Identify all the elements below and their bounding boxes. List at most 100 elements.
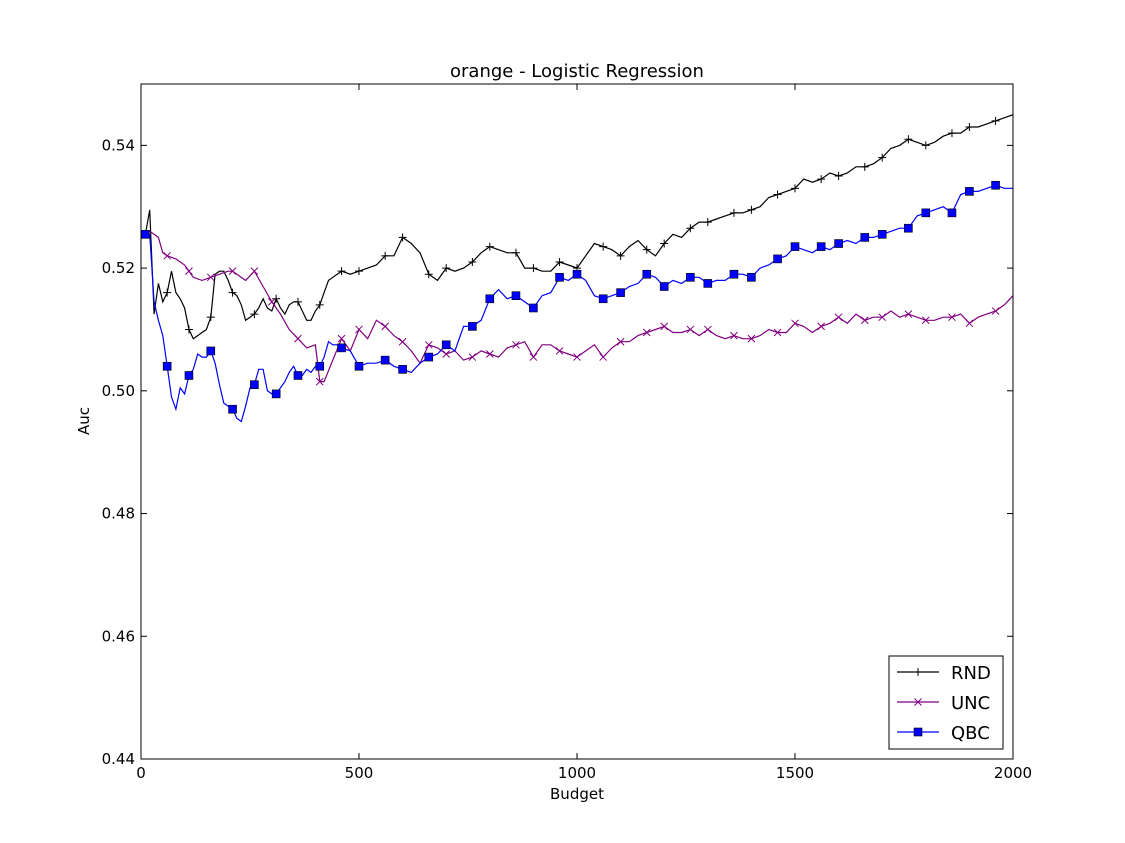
series-markers-unc xyxy=(141,230,1000,386)
point-unc xyxy=(485,350,494,358)
point-qbc xyxy=(424,352,434,362)
x-tick-label: 1500 xyxy=(776,764,814,782)
point-rnd xyxy=(293,297,302,306)
point-unc xyxy=(860,316,869,325)
point-qbc xyxy=(773,254,782,264)
point-unc xyxy=(185,267,193,276)
point-qbc xyxy=(747,272,756,282)
point-unc xyxy=(904,310,913,318)
point-unc xyxy=(206,273,215,282)
point-qbc xyxy=(529,303,538,313)
point-rnd xyxy=(773,190,782,199)
point-rnd xyxy=(616,251,625,260)
y-tick-label: 0.46 xyxy=(102,627,135,645)
point-rnd xyxy=(555,257,564,266)
point-rnd xyxy=(878,153,887,162)
point-qbc xyxy=(947,208,957,218)
point-rnd xyxy=(529,264,538,273)
legend-label-qbc: QBC xyxy=(951,723,990,744)
point-rnd xyxy=(184,325,193,334)
point-qbc xyxy=(816,242,826,251)
point-unc xyxy=(163,251,172,260)
series-line-unc xyxy=(145,230,1013,383)
legend-item-rnd: RND xyxy=(897,663,991,684)
point-unc xyxy=(834,313,843,322)
point-unc xyxy=(686,325,695,334)
point-rnd xyxy=(791,184,799,193)
point-unc xyxy=(381,322,390,331)
point-rnd xyxy=(817,175,826,184)
point-qbc xyxy=(228,404,237,414)
point-rnd xyxy=(729,208,738,217)
legend-marker-qbc xyxy=(913,727,923,737)
point-unc xyxy=(228,267,237,276)
point-rnd xyxy=(163,288,172,297)
point-qbc xyxy=(162,361,172,371)
point-qbc xyxy=(441,340,451,350)
point-qbc xyxy=(991,180,1000,190)
point-qbc xyxy=(555,272,564,282)
legend-label-rnd: RND xyxy=(951,663,991,684)
point-qbc xyxy=(921,208,931,218)
point-qbc xyxy=(293,371,303,380)
point-unc xyxy=(642,328,651,337)
series-qbc xyxy=(141,180,1013,423)
point-unc xyxy=(424,340,433,349)
point-rnd xyxy=(355,267,363,276)
point-rnd xyxy=(904,135,913,144)
point-rnd xyxy=(965,122,974,131)
point-unc xyxy=(599,353,608,361)
point-rnd xyxy=(686,224,695,233)
point-rnd xyxy=(468,257,477,266)
legend-marker-rnd xyxy=(914,668,922,676)
legend-item-qbc: QBC xyxy=(897,723,990,744)
series-markers-qbc xyxy=(141,180,1000,414)
point-qbc xyxy=(904,223,913,233)
point-unc xyxy=(250,267,259,276)
point-unc xyxy=(529,353,538,361)
point-rnd xyxy=(272,294,281,303)
point-qbc xyxy=(141,230,150,239)
point-qbc xyxy=(877,230,887,239)
point-unc xyxy=(703,325,712,334)
point-qbc xyxy=(380,355,390,365)
point-rnd xyxy=(921,141,930,150)
point-unc xyxy=(660,322,669,331)
point-rnd xyxy=(206,313,215,322)
point-unc xyxy=(573,353,581,361)
point-qbc xyxy=(206,346,216,356)
y-tick-label: 0.52 xyxy=(102,259,135,277)
point-unc xyxy=(921,316,930,325)
point-unc xyxy=(294,334,302,343)
point-unc xyxy=(616,337,625,346)
point-rnd xyxy=(381,251,390,260)
point-unc xyxy=(468,353,477,361)
point-rnd xyxy=(485,242,494,251)
point-unc xyxy=(398,337,407,346)
point-rnd xyxy=(947,129,956,138)
series-rnd xyxy=(141,114,1013,340)
point-unc xyxy=(791,319,799,328)
point-qbc xyxy=(598,294,608,304)
x-tick-label: 500 xyxy=(345,764,374,782)
point-rnd xyxy=(834,172,843,181)
y-axis-label: Auc xyxy=(75,407,93,435)
y-tick-label: 0.48 xyxy=(102,505,135,523)
point-qbc xyxy=(354,361,364,371)
point-unc xyxy=(817,322,826,331)
point-unc xyxy=(442,350,451,358)
point-qbc xyxy=(729,269,739,279)
point-rnd xyxy=(511,248,520,257)
x-axis-label: Budget xyxy=(550,785,604,803)
point-qbc xyxy=(315,361,325,371)
point-unc xyxy=(773,328,782,337)
point-unc xyxy=(355,325,363,334)
y-tick-label: 0.54 xyxy=(102,136,135,154)
point-qbc xyxy=(250,380,259,389)
point-unc xyxy=(948,313,956,322)
point-unc xyxy=(991,307,1000,315)
point-rnd xyxy=(228,288,237,297)
point-rnd xyxy=(991,116,1000,125)
point-qbc xyxy=(468,322,477,331)
